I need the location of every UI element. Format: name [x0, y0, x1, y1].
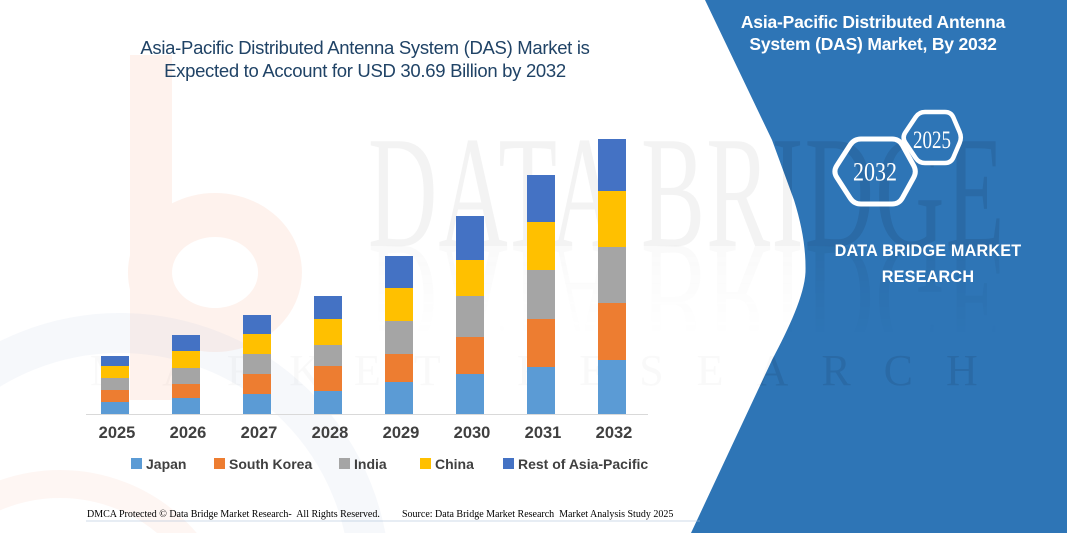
svg-text:2025: 2025 — [913, 127, 951, 154]
svg-text:2032: 2032 — [853, 158, 897, 187]
